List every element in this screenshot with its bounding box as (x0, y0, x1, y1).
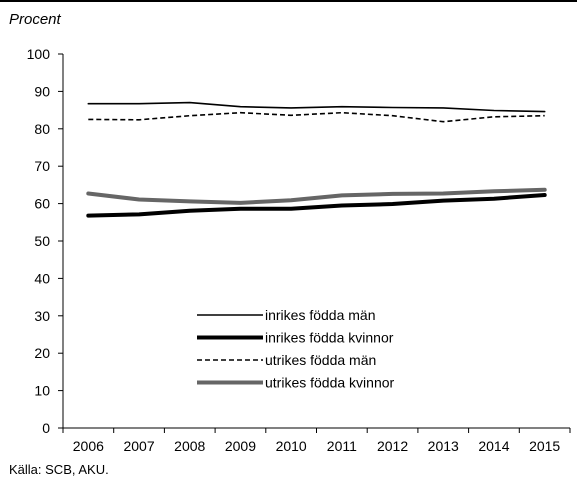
y-tick-label: 80 (34, 121, 50, 137)
x-tick-label: 2007 (123, 438, 154, 454)
series-line-3 (88, 111, 545, 123)
y-tick-label: 100 (27, 46, 51, 62)
y-axis-label: Procent (9, 11, 61, 28)
x-tick-label: 2013 (428, 438, 459, 454)
y-tick-label: 0 (42, 420, 50, 436)
x-tick-label: 2008 (174, 438, 205, 454)
y-tick-label: 90 (34, 83, 50, 99)
legend-label-2: inrikes födda kvinnor (265, 330, 394, 346)
legend-label-3: utrikes födda män (265, 352, 376, 368)
series-line-4 (86, 187, 547, 205)
y-tick-label: 50 (34, 233, 50, 249)
source-note: Källa: SCB, AKU. (9, 462, 109, 477)
x-tick-label: 2015 (529, 438, 560, 454)
x-tick-label: 2012 (377, 438, 408, 454)
top-rule (0, 0, 577, 2)
x-tick-label: 2011 (327, 438, 357, 454)
y-tick-label: 10 (34, 383, 50, 399)
y-tick-label: 20 (34, 345, 50, 361)
x-tick-label: 2010 (276, 438, 307, 454)
y-tick-label: 30 (34, 308, 50, 324)
legend-label-1: inrikes födda män (265, 307, 376, 323)
series-line-2 (86, 193, 547, 218)
y-tick-label: 60 (34, 196, 50, 212)
x-tick-label: 2009 (225, 438, 256, 454)
y-tick-label: 70 (34, 158, 50, 174)
series-line-1 (87, 101, 546, 113)
x-tick-label: 2006 (73, 438, 104, 454)
x-tick-label: 2014 (478, 438, 509, 454)
legend-label-4: utrikes födda kvinnor (265, 375, 395, 391)
y-tick-label: 40 (34, 270, 50, 286)
